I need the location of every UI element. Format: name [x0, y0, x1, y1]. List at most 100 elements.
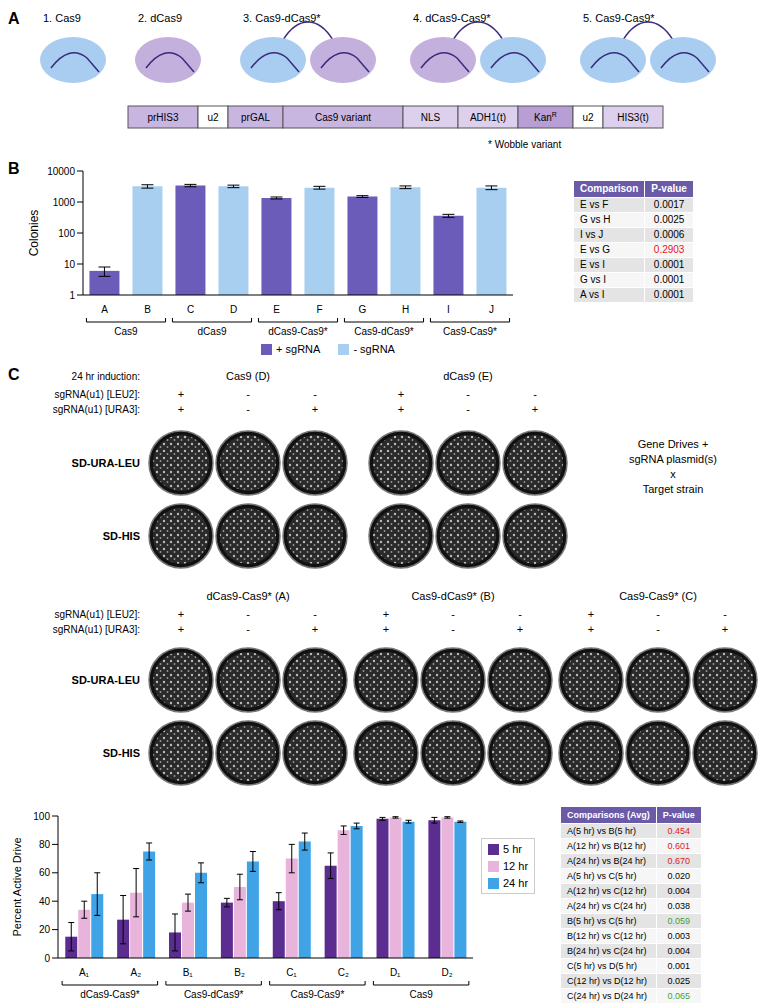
svg-text:dCas9-Cas9*: dCas9-Cas9* — [268, 326, 328, 337]
svg-text:x: x — [670, 468, 676, 480]
svg-text:* Wobble variant: * Wobble variant — [488, 139, 561, 150]
svg-text:-: - — [246, 403, 250, 415]
svg-text:D: D — [230, 304, 237, 315]
svg-text:20: 20 — [39, 924, 51, 935]
svg-text:-: - — [451, 608, 455, 620]
svg-text:Cas9-dCas9*: Cas9-dCas9* — [184, 989, 244, 1000]
svg-text:0: 0 — [44, 953, 50, 964]
svg-text:Colonies: Colonies — [27, 210, 41, 257]
svg-text:sgRNA(u1) [LEU2]:: sgRNA(u1) [LEU2]: — [54, 389, 140, 400]
svg-text:J: J — [489, 304, 494, 315]
svg-text:2. dCas9: 2. dCas9 — [138, 12, 182, 24]
svg-text:D₁: D₁ — [390, 967, 401, 978]
svg-text:C: C — [8, 366, 20, 383]
svg-text:-: - — [533, 388, 537, 400]
svg-text:Cas9 variant: Cas9 variant — [315, 112, 371, 123]
svg-text:sgRNA(u1) [URA3]:: sgRNA(u1) [URA3]: — [53, 404, 140, 415]
svg-text:dCas9-Cas9* (A): dCas9-Cas9* (A) — [206, 590, 289, 602]
svg-text:SD-URA-LEU: SD-URA-LEU — [72, 457, 140, 469]
svg-text:I: I — [447, 304, 450, 315]
svg-text:+: + — [383, 623, 389, 635]
svg-text:B: B — [8, 160, 20, 177]
svg-text:Cas9-Cas9*: Cas9-Cas9* — [443, 326, 497, 337]
svg-text:sgRNA(u1) [LEU2]:: sgRNA(u1) [LEU2]: — [54, 609, 140, 620]
svg-text:A₁: A₁ — [79, 967, 90, 978]
svg-text:H: H — [402, 304, 409, 315]
svg-text:+: + — [383, 608, 389, 620]
svg-text:+: + — [178, 623, 184, 635]
svg-text:24 hr induction:: 24 hr induction: — [72, 371, 140, 382]
svg-text:-: - — [723, 608, 727, 620]
svg-text:NLS: NLS — [421, 112, 441, 123]
svg-text:+: + — [178, 403, 184, 415]
svg-text:G: G — [359, 304, 367, 315]
svg-text:-: - — [246, 608, 250, 620]
svg-text:-: - — [656, 608, 660, 620]
svg-text:u2: u2 — [582, 112, 594, 123]
svg-text:60: 60 — [39, 867, 51, 878]
svg-text:sgRNA plasmid(s): sgRNA plasmid(s) — [629, 453, 717, 465]
svg-text:+: + — [722, 623, 728, 635]
svg-text:HIS3(t): HIS3(t) — [617, 112, 649, 123]
svg-text:+: + — [398, 403, 404, 415]
svg-text:10000: 10000 — [47, 166, 75, 177]
svg-text:B₁: B₁ — [183, 967, 194, 978]
svg-text:40: 40 — [39, 896, 51, 907]
svg-text:+: + — [517, 623, 523, 635]
svg-text:B₂: B₂ — [234, 967, 245, 978]
svg-text:-: - — [246, 388, 250, 400]
svg-text:dCas9: dCas9 — [198, 326, 227, 337]
svg-text:+: + — [312, 623, 318, 635]
svg-text:C₂: C₂ — [338, 967, 349, 978]
svg-text:dCas9 (E): dCas9 (E) — [443, 370, 493, 382]
svg-text:100: 100 — [33, 811, 50, 822]
svg-text:ADH1(t): ADH1(t) — [470, 112, 506, 123]
svg-text:D₂: D₂ — [442, 967, 453, 978]
svg-text:-: - — [466, 388, 470, 400]
svg-text:10: 10 — [64, 259, 76, 270]
svg-text:u2: u2 — [207, 112, 219, 123]
svg-text:+: + — [178, 608, 184, 620]
svg-text:prHIS3: prHIS3 — [147, 112, 179, 123]
svg-text:SD-HIS: SD-HIS — [103, 530, 140, 542]
svg-text:SD-URA-LEU: SD-URA-LEU — [72, 674, 140, 686]
svg-text:+: + — [312, 403, 318, 415]
svg-text:Percent Active Drive: Percent Active Drive — [11, 837, 23, 936]
svg-text:-: - — [656, 623, 660, 635]
svg-text:Cas9-Cas9*: Cas9-Cas9* — [290, 989, 344, 1000]
svg-text:-: - — [313, 388, 317, 400]
svg-text:Cas9-dCas9* (B): Cas9-dCas9* (B) — [411, 590, 494, 602]
svg-text:SD-HIS: SD-HIS — [103, 747, 140, 759]
svg-text:C₁: C₁ — [286, 967, 297, 978]
svg-text:Gene Drives +: Gene Drives + — [638, 438, 709, 450]
svg-text:prGAL: prGAL — [241, 112, 270, 123]
svg-text:-: - — [246, 623, 250, 635]
svg-text:dCas9-Cas9*: dCas9-Cas9* — [80, 989, 140, 1000]
svg-text:C: C — [187, 304, 194, 315]
svg-text:-: - — [313, 608, 317, 620]
svg-text:Cas9-dCas9*: Cas9-dCas9* — [354, 326, 414, 337]
svg-text:Target strain: Target strain — [643, 483, 704, 495]
svg-text:F: F — [316, 304, 322, 315]
svg-text:Cas9 (D): Cas9 (D) — [226, 370, 270, 382]
svg-text:+: + — [588, 608, 594, 620]
svg-text:-: - — [518, 608, 522, 620]
svg-text:80: 80 — [39, 839, 51, 850]
svg-text:A: A — [101, 304, 108, 315]
svg-text:100: 100 — [58, 228, 75, 239]
svg-text:1: 1 — [69, 290, 75, 301]
svg-text:1. Cas9: 1. Cas9 — [43, 12, 81, 24]
svg-text:Cas9: Cas9 — [114, 326, 138, 337]
svg-text:+: + — [398, 388, 404, 400]
svg-text:+: + — [178, 388, 184, 400]
svg-text:A: A — [8, 10, 20, 27]
svg-text:Cas9-Cas9* (C): Cas9-Cas9* (C) — [619, 590, 697, 602]
svg-text:-: - — [466, 403, 470, 415]
svg-text:Cas9: Cas9 — [409, 989, 433, 1000]
svg-text:KanR: KanR — [534, 111, 557, 123]
svg-text:+: + — [532, 403, 538, 415]
svg-text:E: E — [273, 304, 280, 315]
svg-text:-: - — [451, 623, 455, 635]
svg-text:+: + — [588, 623, 594, 635]
svg-text:sgRNA(u1) [URA3]:: sgRNA(u1) [URA3]: — [53, 624, 140, 635]
